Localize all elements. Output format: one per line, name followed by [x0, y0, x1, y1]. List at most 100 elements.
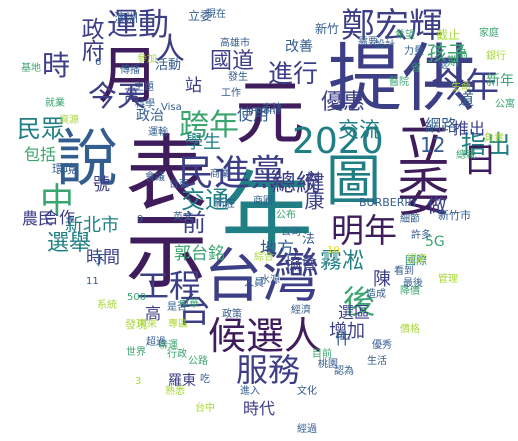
word-w-chuanbo: 傳播	[120, 65, 140, 76]
word-w-wenhua: 文化	[297, 386, 317, 397]
word-w-zhengce: 政策	[222, 309, 242, 320]
word-w-kexue: 科學	[135, 99, 155, 110]
word-w-aozhou: 澳洲	[114, 11, 139, 25]
word-w-jintian: 今天	[88, 79, 147, 113]
word-w-shangye: 商業	[210, 169, 230, 180]
word-w-houxuanren: 候選人	[208, 314, 323, 358]
word-w-nongmin: 農民	[22, 209, 55, 228]
word-w-yinhang: 銀行	[486, 51, 506, 62]
word-w-xinzhushi: 新竹市	[438, 209, 471, 222]
word-w-hou: 後	[343, 283, 376, 321]
word-w-zengjia: 增加	[329, 321, 365, 342]
word-w-jiaotong: 交通	[181, 186, 229, 214]
word-w-11: 11	[86, 276, 99, 287]
word-w-2020: 2020	[292, 121, 384, 162]
word-w-xinzhang: 新莊	[215, 199, 235, 210]
word-w-yuan: 元	[235, 72, 305, 154]
word-w-taiwan: 台灣	[204, 242, 321, 310]
word-w-jian: 件	[335, 329, 352, 348]
word-w-iphone: iPhone	[248, 106, 282, 117]
word-w-gonglu: 公路	[188, 356, 208, 367]
word-w-zhong: 中	[40, 181, 74, 221]
word-w-burberry: BURBERRY	[359, 196, 419, 209]
word-w-minzhong: 民眾	[17, 115, 65, 143]
word-w-ziyuan: 資源	[59, 115, 79, 126]
word-w-jinnian: 今年	[431, 66, 499, 106]
word-w-shangquan: 商圈	[253, 196, 273, 207]
word-w-guoji: 國際	[405, 254, 427, 267]
word-w-zhuti: 主題	[134, 82, 154, 93]
word-w-fabu: 公布	[276, 210, 296, 221]
word-w-yundong: 運動	[107, 7, 169, 43]
word-w-guodao: 國道	[210, 49, 255, 74]
word-w-9: 9	[137, 214, 144, 225]
word-w-xinzhu: 新竹	[315, 22, 340, 36]
word-w-hezuo: 合作	[43, 208, 76, 227]
word-w-xuesheng: 學生	[185, 132, 221, 153]
word-w-faxian: 發現	[125, 318, 147, 331]
word-w-ri: 日	[463, 141, 497, 181]
word-w-huiyi: 會議	[145, 172, 165, 183]
word-w-taoyuan: 桃園	[318, 359, 338, 370]
word-w-huanjing: 環境	[52, 162, 77, 176]
word-w-xijie: 細節	[400, 214, 420, 225]
word-w-youxiu: 優秀	[372, 340, 392, 351]
word-w-gongyu: 公寓	[495, 99, 515, 110]
word-w-huodong: 活動	[155, 58, 182, 73]
word-w-zhichu: 指出	[461, 130, 512, 159]
word-w-mudi: 目前	[312, 349, 332, 360]
word-w-difang: 地方	[260, 239, 294, 259]
word-w-jiaoliu: 交流	[338, 118, 380, 142]
word-w-fa: 法	[302, 232, 316, 247]
word-w-kuanian: 跨年	[179, 108, 239, 143]
word-w-shixiang: 設計	[375, 40, 395, 51]
word-w-shengyun: 生命	[451, 82, 471, 93]
word-w-hao: 號	[93, 175, 110, 195]
word-w-xuke: 許多	[411, 230, 431, 241]
word-w-zhenghonghui: 鄭宏輝	[341, 6, 443, 46]
word-w-gaishan: 改善	[285, 39, 313, 55]
word-w-gaoxiong: 高雄市	[220, 38, 250, 49]
word-w-liliang: 力量	[404, 46, 424, 57]
word-w-luodong: 羅東	[168, 373, 196, 389]
word-w-chihou: 吃	[200, 374, 210, 385]
word-w-tigong: 提供	[328, 36, 476, 122]
word-w-kandao: 看到	[394, 266, 414, 277]
word-w-3: 3	[135, 376, 142, 387]
word-w-10: 10	[327, 245, 340, 256]
word-w-haizi: 孩子	[427, 41, 467, 65]
word-w-gongchang: 工作	[221, 88, 241, 99]
word-w-jiankang: 健康	[301, 171, 325, 209]
word-w-shuxi: 熟悉	[165, 386, 185, 397]
word-w-gongsi: 公司	[281, 227, 301, 238]
word-w-gongcheng: 工程	[137, 267, 202, 305]
word-w-youhui: 優惠	[321, 90, 366, 115]
word-w-6: 6	[95, 57, 102, 68]
word-w-lianyun: 聯運	[158, 340, 178, 351]
word-w-chaoguo: 超過	[146, 337, 166, 348]
word-w-fuwu: 服務	[236, 351, 301, 389]
word-w-yiyuan: 醫院	[389, 77, 409, 88]
word-w-fuze: 負責	[484, 133, 504, 144]
word-w-wei: 為	[456, 46, 469, 60]
word-w-jiuye: 就業	[45, 98, 65, 109]
word-w-shenghuo: 生活	[367, 356, 387, 367]
word-w-xieshang: 協會	[285, 254, 318, 273]
word-w-weilai: 未來	[137, 319, 157, 330]
word-w-chu: 處	[438, 60, 448, 71]
word-w-taizhong: 台中	[195, 403, 215, 414]
word-w-gaoshou: 高	[145, 304, 162, 323]
word-w-jingji: 經濟	[291, 305, 311, 316]
word-w-wusong: 霧凇	[320, 249, 365, 274]
word-w-shijie: 世界	[126, 347, 146, 358]
word-w-fasheng: 發生	[228, 72, 248, 83]
word-w-renzheng: 認為	[334, 366, 354, 377]
word-w-sheng: 省	[411, 63, 421, 74]
word-w-shijian: 時間	[86, 248, 120, 268]
word-w-500: 500	[127, 292, 147, 303]
word-w-xuyao: 需要	[358, 37, 378, 48]
word-w-xiwang: 希望	[395, 30, 415, 41]
word-w-jidi: 基地	[21, 63, 41, 74]
word-w-xiafu: 下	[92, 253, 106, 269]
